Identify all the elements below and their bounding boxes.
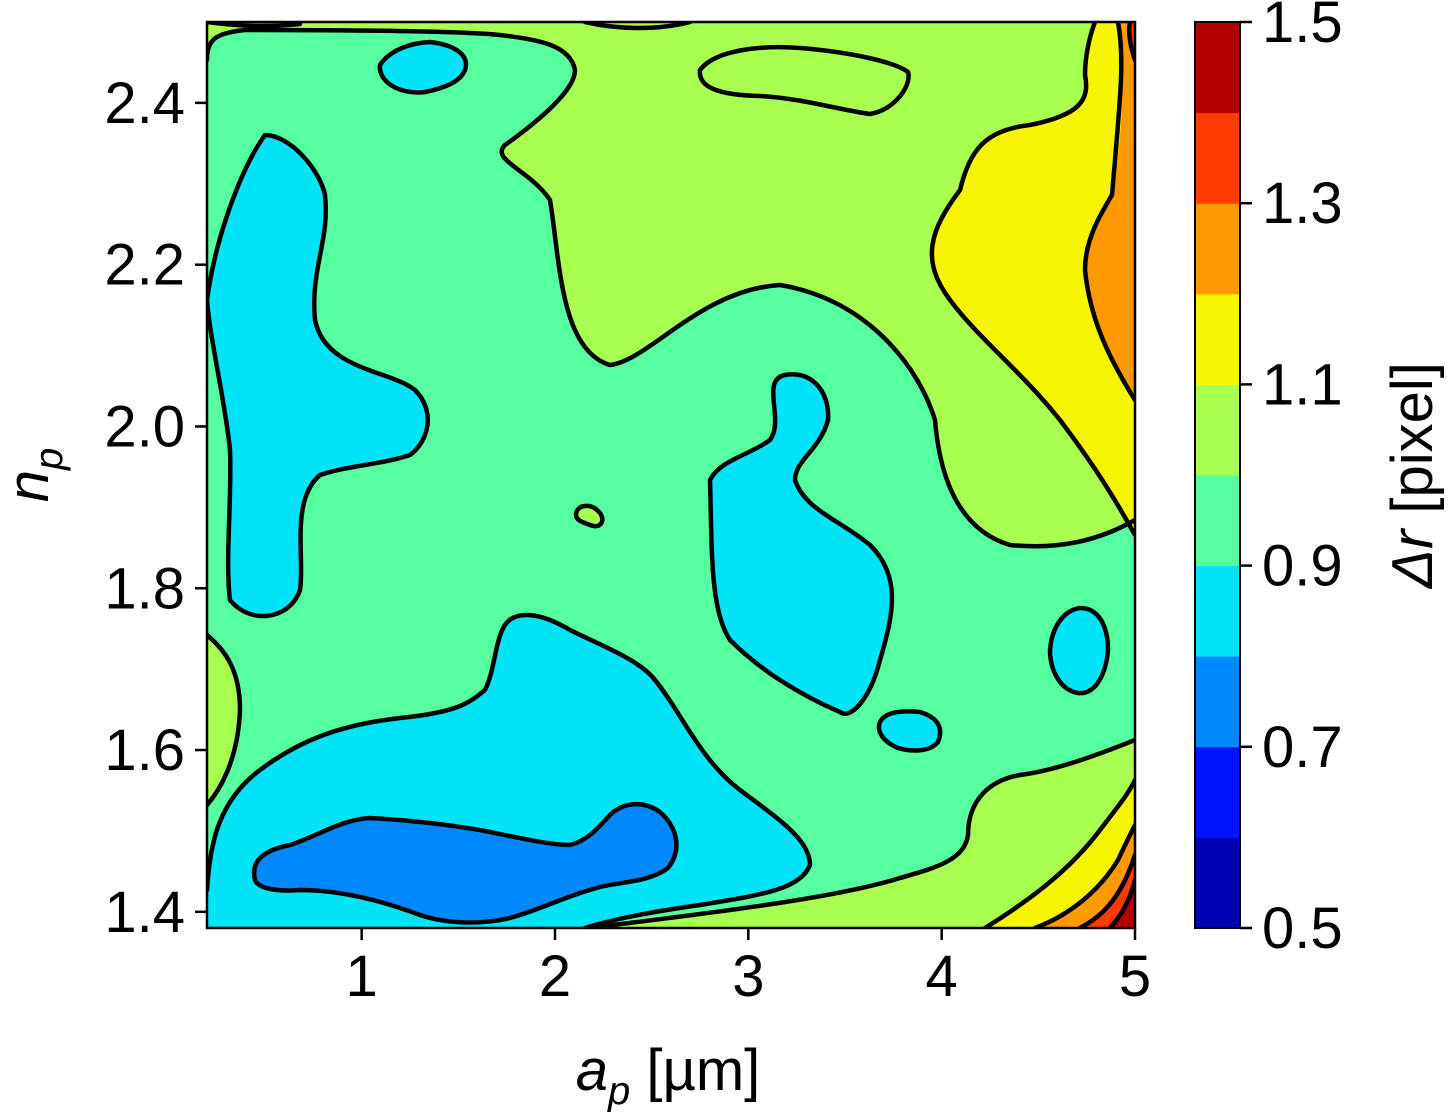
colorbar-tick-label: 0.5 (1262, 896, 1343, 961)
contour-fill-band-1.2-1.3-top-right (1085, 22, 1135, 400)
contour-line (1077, 852, 1135, 928)
colorbar-frame (1194, 21, 1241, 929)
colorbar-segment (1195, 565, 1240, 657)
contour-fill-band-0.7-0.8 (254, 804, 677, 923)
y-axis-label-main: n (0, 470, 61, 502)
y-tick-label: 2.2 (104, 233, 185, 298)
contour-line (707, 371, 895, 716)
x-tick-label: 5 (1119, 944, 1151, 1009)
colorbar-segment (1195, 475, 1240, 567)
contour-line (697, 44, 911, 117)
colorbar-segment (1195, 112, 1240, 204)
colorbar-label-unit: [pixel] (1380, 362, 1445, 530)
contour-fill-band-1.0-1.1-left (207, 635, 240, 805)
colorbar-segment (1195, 384, 1240, 476)
contour-line (207, 612, 813, 928)
contour-line (1107, 877, 1135, 928)
colorbar-tick-label: 1.1 (1262, 352, 1343, 417)
colorbar-ticks: 0.5 0.7 0.9 1.1 1.3 1.5 (1240, 0, 1343, 961)
y-tick-label: 1.6 (104, 718, 185, 783)
x-axis-label-unit: [µm] (630, 1038, 760, 1103)
colorbar-tick-label: 0.7 (1262, 715, 1343, 780)
y-axis-label-sub: p (27, 448, 71, 471)
colorbar-tick-label: 1.5 (1262, 0, 1343, 55)
contour-line (587, 737, 1135, 928)
x-tick-label: 2 (539, 944, 571, 1009)
colorbar-tick-label: 1.3 (1262, 171, 1343, 236)
plot-area (207, 22, 1135, 928)
contour-fill-band-0.8-0.9-small-oval (878, 711, 941, 751)
colorbar-label-symbol: Δr (1380, 527, 1445, 590)
y-tick-label: 1.4 (104, 880, 185, 945)
plot-frame (205, 20, 1137, 930)
contour-fill-band-0.8-0.9-center (710, 374, 892, 714)
x-axis-label-main: a (576, 1038, 608, 1103)
x-axis: 1 2 3 4 5 (346, 928, 1151, 1009)
colorbar-segment (1195, 656, 1240, 748)
x-axis-label-sub: p (607, 1069, 630, 1112)
y-tick-label: 2.4 (104, 71, 185, 136)
y-tick-label: 1.8 (104, 556, 185, 621)
contour-fill-band-1.0-1.1-bottom-right (590, 660, 1135, 928)
contour-fill-band-1.0-1.1-top (207, 22, 1135, 547)
contour-line (982, 777, 1135, 928)
colorbar-segment (1195, 293, 1240, 385)
contour-line (1032, 822, 1135, 928)
colorbar-label: Δr [pixel] (1380, 362, 1445, 590)
x-tick-label: 3 (732, 944, 764, 1009)
contour-line (582, 22, 693, 31)
contour-line (1047, 605, 1111, 696)
contour-line (207, 632, 243, 808)
contour-fill-band-0.8-0.9-top-oval (379, 42, 466, 93)
contour-line (1082, 22, 1135, 403)
contour-line (929, 22, 1135, 538)
colorbar-segment (1195, 203, 1240, 295)
contour-line (876, 709, 943, 753)
contour-line (207, 27, 1135, 549)
x-tick-label: 1 (346, 944, 378, 1009)
y-tick-label: 2.0 (104, 394, 185, 459)
contour-fill-band-0.8-0.9-upper-left (207, 135, 428, 617)
contour-fill-band-0.8-0.9-right-oval (1050, 608, 1108, 694)
contour-line (207, 132, 430, 619)
colorbar-segment (1195, 746, 1240, 838)
contour-fill-band-1.1-1.2-top-right (931, 22, 1135, 535)
colorbar (1195, 22, 1240, 929)
x-tick-label: 4 (926, 944, 958, 1009)
contour-fill-band-1.4-1.5-corner (1110, 880, 1135, 928)
contour-line (573, 503, 605, 529)
contour-line (377, 39, 469, 95)
colorbar-segment (1195, 837, 1240, 929)
x-axis-label: ap [µm] (576, 1038, 761, 1112)
y-axis-label: np (0, 448, 71, 503)
colorbar-tick-label: 0.9 (1262, 534, 1343, 599)
y-axis: 1.4 1.6 1.8 2.0 2.2 2.4 (104, 71, 207, 945)
colorbar-segment (1195, 22, 1240, 114)
contour-line (251, 801, 679, 925)
